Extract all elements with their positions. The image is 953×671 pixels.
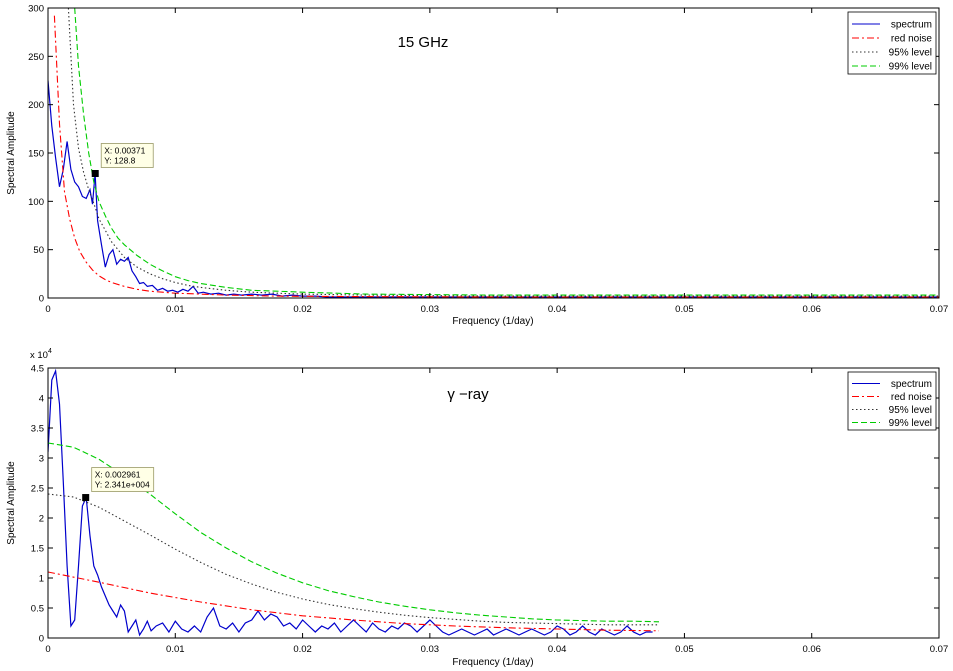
data-tip-box — [91, 467, 155, 492]
x-tick-label: 0.04 — [548, 304, 567, 315]
data-tip-x: X: 0.002961 — [95, 470, 141, 480]
series-red-noise-line — [53, 15, 939, 298]
x-tick-label: 0.06 — [802, 304, 821, 315]
tick-layer: 0 0.01 0.02 0.03 0.04 0.05 0.06 0.07 0 0.5 1 1.5 2 2.… — [31, 364, 948, 656]
x-tick-label: 0.04 — [548, 644, 567, 655]
x-tick-label: 0.03 — [421, 304, 440, 315]
legend-label: spectrum — [891, 379, 932, 390]
data-tip-y: Y: 128.8 — [104, 155, 135, 165]
data-tip-box — [100, 143, 154, 168]
data-tip-marker[interactable] — [91, 169, 99, 177]
series-spectrum-line — [48, 368, 653, 637]
x-tick-label: 0.02 — [293, 304, 312, 315]
y-tick-label: 3 — [39, 454, 44, 465]
y-tick-label: 150 — [28, 149, 44, 160]
series-95-level-line — [67, 8, 939, 297]
chart-title: γ −ray — [447, 386, 489, 403]
series-layer — [48, 368, 660, 637]
x-tick-label: 0.05 — [675, 644, 694, 655]
x-tick-label: 0.02 — [293, 644, 312, 655]
y-tick-label: 250 — [28, 52, 44, 63]
chart-title: 15 GHz — [398, 34, 449, 51]
series-99-level-line — [74, 8, 939, 296]
legend-label: red noise — [891, 34, 933, 45]
series-99-level-line — [48, 442, 660, 623]
x-tick-label: 0.07 — [930, 644, 949, 655]
y-axis-exponent: x 104 — [30, 348, 52, 361]
legend: spectrum red noise 95% level 99% level — [847, 11, 937, 75]
series-spectrum-line — [48, 80, 939, 298]
x-tick-label: 0 — [45, 644, 50, 655]
plot-frame — [47, 367, 940, 639]
x-tick-label: 0.01 — [166, 304, 185, 315]
x-tick-label: 0 — [45, 304, 50, 315]
legend-label: 95% level — [889, 405, 932, 416]
y-tick-label: 2 — [39, 514, 44, 525]
x-tick-label: 0.03 — [421, 644, 440, 655]
panel-gamma-ray: γ −ray 0 0.01 0.02 0.03 0.04 0.05 0.06 0.07 0 0.5… — [6, 348, 948, 668]
panel-15ghz: 15 GHz 0 0.01 0.02 0.03 0.04 0.05 0.06 0.07 0 50 1… — [6, 4, 948, 328]
y-axis-label: Spectral Amplitude — [6, 461, 17, 545]
y-tick-label: 2.5 — [31, 484, 44, 495]
data-tip-x: X: 0.00371 — [104, 145, 145, 155]
y-tick-label: 300 — [28, 4, 44, 15]
y-tick-label: 4 — [39, 394, 44, 405]
y-tick-label: 0 — [39, 294, 44, 305]
y-axis-exponent-power: 4 — [48, 348, 52, 355]
y-tick-label: 1.5 — [31, 544, 44, 555]
data-tip-y: Y: 2.341e+004 — [95, 480, 150, 490]
tick-layer: 0 0.01 0.02 0.03 0.04 0.05 0.06 0.07 0 50 100 150 20… — [28, 4, 948, 316]
legend-label: red noise — [891, 392, 933, 403]
legend-box — [847, 371, 937, 431]
x-tick-label: 0.06 — [802, 644, 821, 655]
legend-label: spectrum — [891, 20, 932, 31]
series-red-noise-line — [48, 571, 660, 632]
legend: spectrum red noise 95% level 99% level — [847, 371, 937, 431]
y-tick-label: 200 — [28, 100, 44, 111]
x-axis-label: Frequency (1/day) — [452, 316, 533, 327]
x-axis-label: Frequency (1/day) — [452, 657, 533, 668]
x-tick-label: 0.07 — [930, 304, 949, 315]
y-axis-label: Spectral Amplitude — [6, 111, 17, 195]
legend-box — [847, 11, 937, 75]
y-tick-label: 50 — [33, 245, 44, 256]
legend-label: 95% level — [889, 48, 932, 59]
series-95-level-line — [48, 493, 659, 626]
legend-label: 99% level — [889, 62, 932, 73]
x-tick-label: 0.05 — [675, 304, 694, 315]
y-tick-label: 100 — [28, 197, 44, 208]
series-layer — [48, 8, 939, 298]
y-tick-label: 3.5 — [31, 424, 44, 435]
y-tick-label: 4.5 — [31, 364, 44, 375]
y-tick-label: 1 — [39, 574, 44, 585]
y-axis-exponent-base: x 10 — [30, 350, 48, 361]
y-tick-label: 0 — [39, 634, 44, 645]
plot-frame — [47, 7, 940, 299]
x-tick-label: 0.01 — [166, 644, 185, 655]
y-tick-label: 0.5 — [31, 604, 44, 615]
legend-label: 99% level — [889, 418, 932, 429]
data-tip-marker[interactable] — [82, 494, 90, 502]
